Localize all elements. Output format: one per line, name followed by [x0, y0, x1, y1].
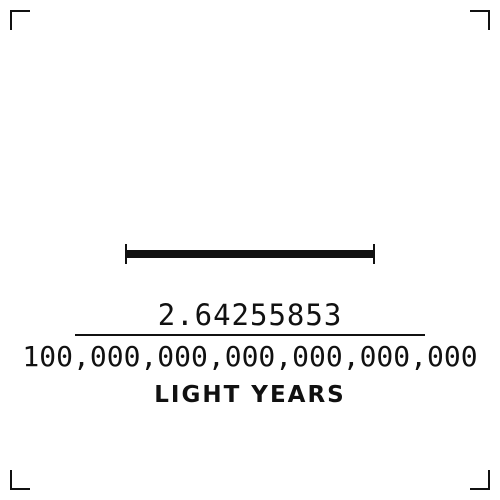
top-right-corner-mark [470, 10, 490, 30]
scale-denominator: 100,000,000,000,000,000,000 [22, 340, 478, 373]
scale-numerator: 2.64255853 [157, 298, 343, 332]
scale-bar-line [125, 250, 375, 258]
top-left-corner-mark [10, 10, 30, 30]
bottom-right-corner-mark [470, 470, 490, 490]
scale-bar [125, 244, 375, 264]
scale-unit-label: LIGHT YEARS [154, 382, 346, 408]
bottom-left-corner-mark [10, 470, 30, 490]
scale-bar-right-tick [373, 244, 375, 264]
fraction-divider [75, 334, 425, 336]
